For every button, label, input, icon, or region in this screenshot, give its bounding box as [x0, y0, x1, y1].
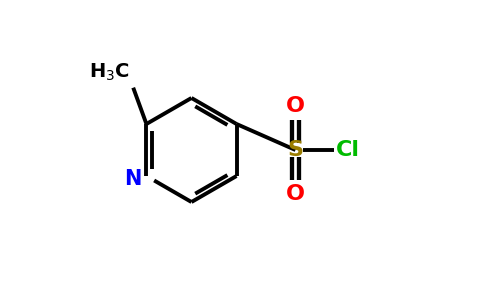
Text: H$_3$C: H$_3$C — [90, 62, 130, 83]
Text: O: O — [286, 184, 305, 204]
Text: S: S — [287, 140, 303, 160]
Text: N: N — [124, 169, 142, 189]
Text: O: O — [286, 96, 305, 116]
Text: Cl: Cl — [335, 140, 360, 160]
